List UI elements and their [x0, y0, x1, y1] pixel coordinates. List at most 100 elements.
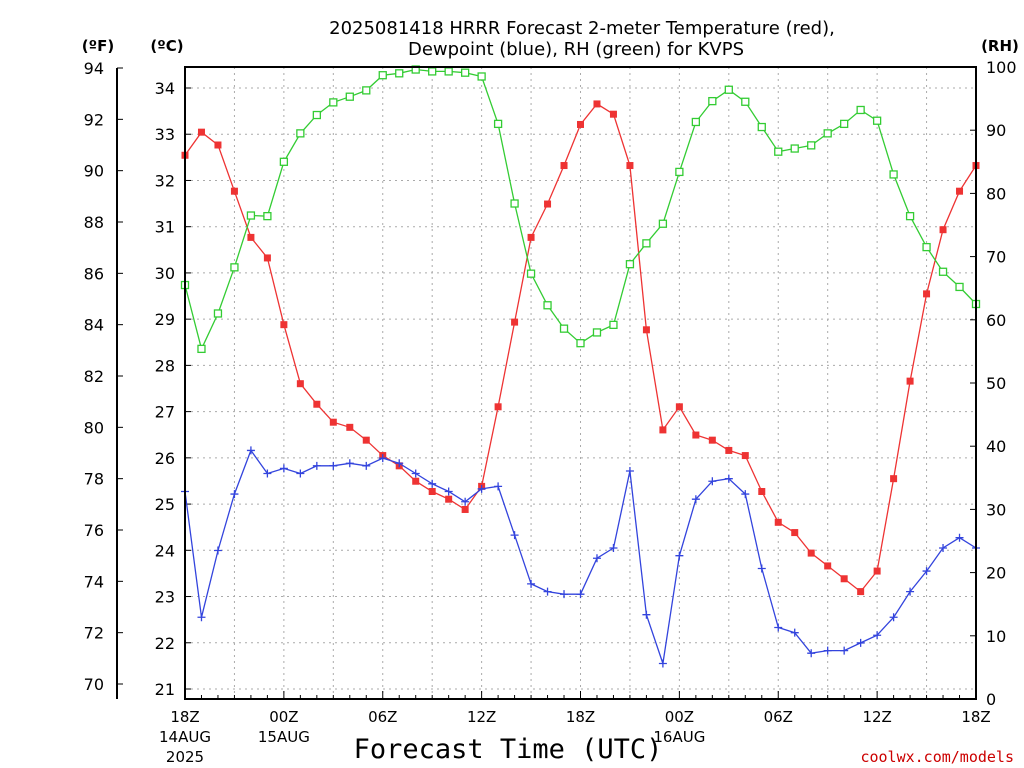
celsius-tick-label: 29	[155, 310, 175, 329]
rh-point	[576, 339, 585, 348]
rh-point	[428, 67, 437, 76]
rh-point	[691, 117, 701, 127]
dewpoint-point	[774, 623, 783, 632]
dewpoint-point	[345, 459, 354, 468]
rh-tick-label: 10	[986, 627, 1006, 646]
rh-point	[889, 170, 898, 179]
dewpoint-point	[922, 567, 931, 576]
temperature-point	[939, 226, 947, 234]
celsius-tick-label: 33	[155, 125, 175, 144]
dewpoint-point	[411, 469, 420, 478]
rh-point	[658, 219, 668, 228]
temperature-point	[577, 120, 584, 128]
temperature-point	[692, 431, 700, 439]
rh-point	[493, 119, 503, 129]
dewpoint-point	[263, 469, 272, 478]
temperature-point	[544, 200, 552, 208]
temperature-point	[214, 141, 222, 149]
temperature-point	[527, 233, 535, 241]
rh-point	[823, 129, 832, 138]
dewpoint-point	[378, 454, 387, 463]
rh-tick-label: 60	[986, 311, 1006, 330]
rh-point	[543, 301, 552, 310]
fahrenheit-tick-label: 88	[84, 213, 104, 232]
chart-title-line2: Dewpoint (blue), RH (green) for KVPS	[408, 39, 744, 60]
temperature-point	[824, 562, 832, 570]
temperature-point	[197, 128, 205, 136]
temperature-point	[725, 446, 733, 454]
temperature-point	[609, 110, 617, 118]
fahrenheit-tick-label: 82	[84, 367, 104, 386]
x-tick-label: 00Z	[665, 708, 694, 726]
x-tick-label: 12Z	[862, 708, 891, 726]
dewpoint-point	[428, 479, 437, 488]
dewpoint-point	[642, 610, 651, 619]
celsius-tick-label: 30	[155, 264, 175, 283]
rh-point	[922, 242, 931, 252]
dewpoint-point	[560, 590, 569, 599]
rh-point	[774, 147, 783, 156]
x-tick-label: 06Z	[368, 708, 397, 726]
x-tick-label: 00Z	[269, 708, 298, 726]
temperature-point	[774, 518, 782, 526]
dewpoint-point	[955, 533, 964, 542]
temperature-point	[280, 321, 288, 329]
dewpoint-point	[675, 551, 684, 560]
rh-point	[807, 141, 816, 150]
temperature-point	[857, 588, 865, 596]
temperature-point	[741, 452, 749, 460]
temperature-point	[362, 436, 370, 444]
dewpoint-point	[708, 477, 717, 486]
rh-point	[724, 85, 733, 94]
rh-point	[840, 119, 849, 129]
dewpoint-point	[461, 497, 470, 506]
rh-tick-label: 100	[986, 58, 1017, 77]
rh-tick-label: 50	[986, 374, 1006, 393]
celsius-tick-label: 26	[155, 449, 175, 468]
celsius-unit-label: (ºC)	[150, 37, 183, 55]
x-tick-date-label: 16AUG	[653, 728, 705, 746]
dewpoint-point	[906, 587, 915, 596]
rh-point	[559, 324, 569, 333]
rh-unit-label: (RH)	[981, 37, 1019, 55]
temperature-point	[247, 233, 255, 241]
rh-point	[246, 211, 256, 220]
rh-point	[395, 69, 404, 78]
temperature-point	[230, 187, 238, 195]
dewpoint-point	[609, 543, 618, 552]
temperature-point	[873, 567, 881, 575]
rh-point	[708, 96, 717, 106]
rh-point	[856, 105, 865, 115]
dewpoint-point	[527, 579, 536, 588]
dewpoint-point	[658, 659, 667, 668]
fahrenheit-unit-label: (ºF)	[82, 37, 114, 55]
temperature-point	[445, 495, 453, 503]
temperature-point	[675, 403, 683, 411]
rh-point	[460, 68, 470, 77]
celsius-tick-label: 25	[155, 495, 175, 514]
x-tick-label: 18Z	[566, 708, 595, 726]
rh-point	[477, 72, 486, 81]
celsius-tick-label: 21	[155, 680, 175, 699]
temperature-point	[313, 400, 321, 408]
dewpoint-point	[444, 487, 453, 496]
temperature-point	[296, 380, 304, 388]
temperature-point	[329, 418, 337, 426]
temperature-point	[923, 290, 931, 298]
rh-point	[938, 267, 948, 276]
temperature-point	[890, 475, 898, 483]
rh-tick-label: 70	[986, 248, 1006, 267]
fahrenheit-tick-label: 74	[84, 572, 104, 591]
fahrenheit-tick-label: 80	[84, 418, 104, 437]
temperature-point	[626, 162, 634, 170]
x-tick-label: 18Z	[961, 708, 990, 726]
rh-point	[625, 260, 635, 269]
dewpoint-point	[279, 464, 288, 473]
rh-point	[905, 212, 915, 221]
celsius-tick-label: 28	[155, 356, 175, 375]
dewpoint-point	[213, 546, 222, 555]
rh-point	[444, 67, 453, 76]
x-tick-label: 12Z	[467, 708, 496, 726]
fahrenheit-tick-label: 94	[84, 59, 104, 78]
dewpoint-point	[494, 482, 503, 491]
